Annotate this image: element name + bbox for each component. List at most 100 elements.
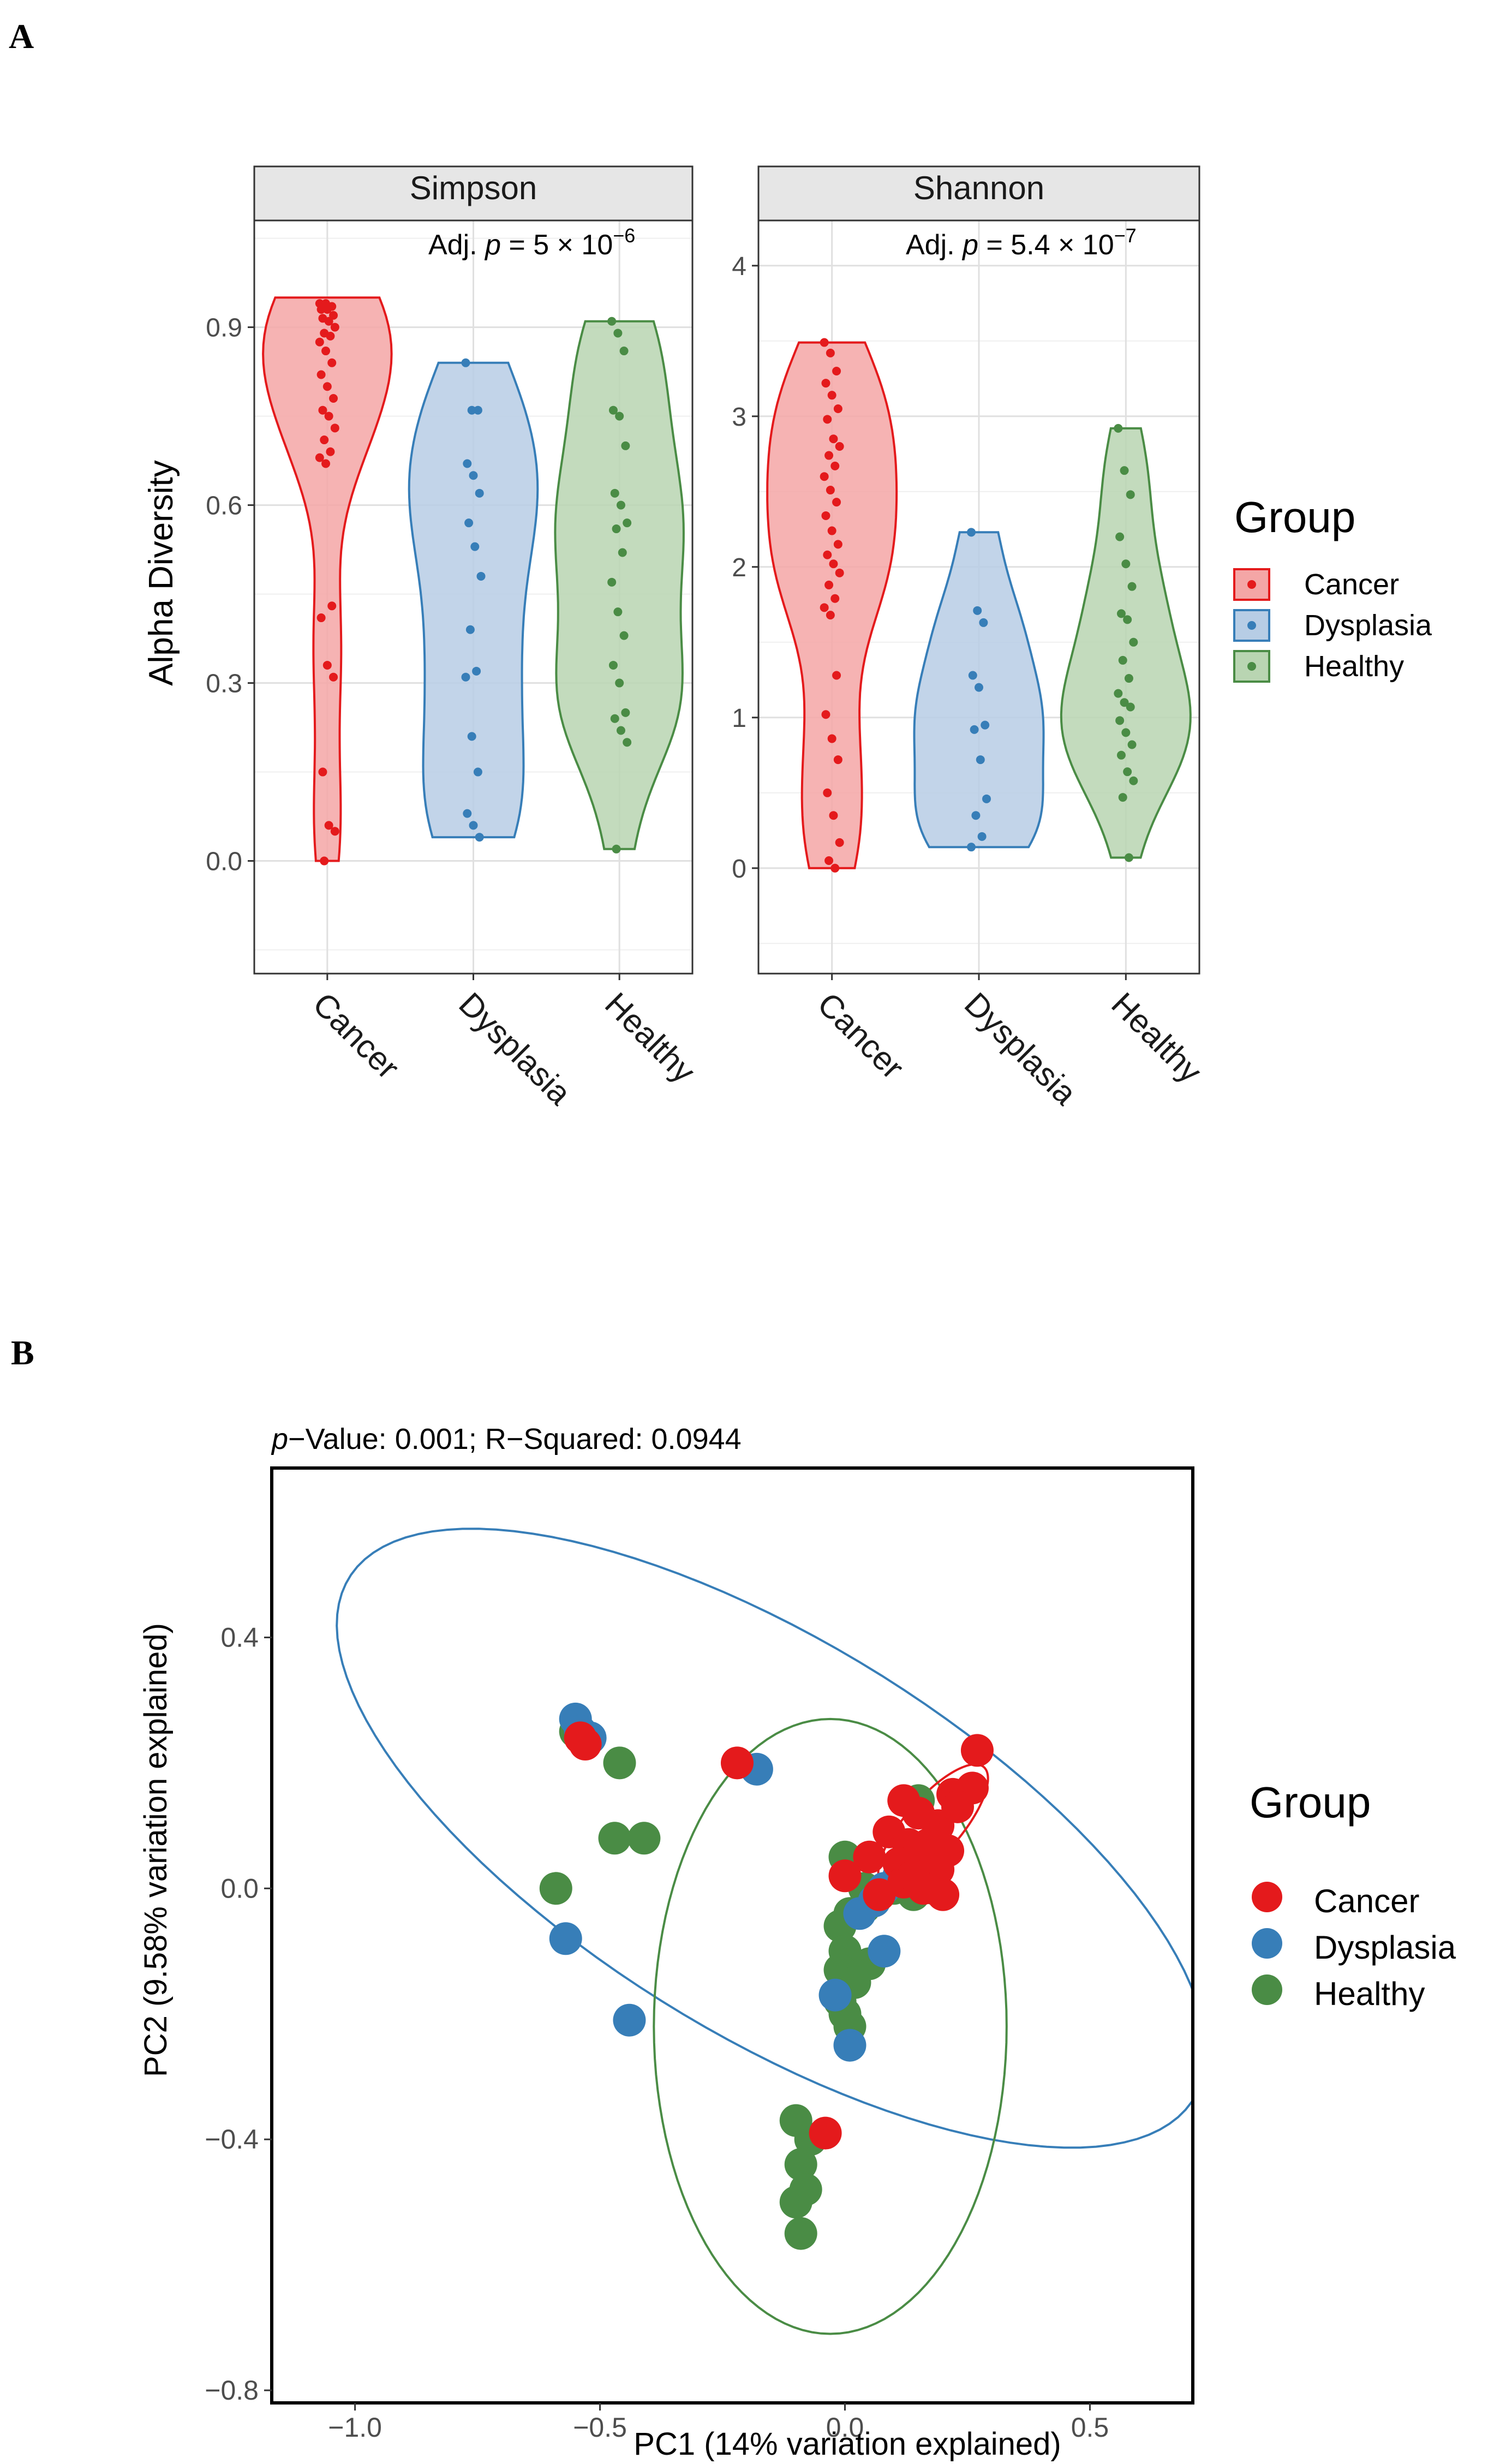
y-tick-label: 0.4 <box>220 1622 259 1652</box>
data-point-cancer <box>824 451 834 460</box>
x-tick-label: Cancer <box>810 986 911 1086</box>
data-point-dysplasia <box>976 755 985 765</box>
data-point-cancer <box>324 317 333 326</box>
data-point-cancer <box>835 838 844 847</box>
data-point-dysplasia <box>461 672 470 682</box>
y-tick-label: 0.9 <box>206 314 242 343</box>
data-point-cancer <box>829 434 838 444</box>
scatter-point-cancer <box>828 1859 862 1893</box>
data-point-cancer <box>316 613 326 623</box>
data-point-cancer <box>820 603 829 612</box>
data-point-healthy <box>613 329 623 338</box>
data-point-dysplasia <box>970 725 979 734</box>
data-point-dysplasia <box>968 671 977 680</box>
data-point-healthy <box>608 405 618 415</box>
panel-b-ylabel: PC2 (9.58% variation explained) <box>138 1623 174 2077</box>
data-point-healthy <box>615 411 624 421</box>
legend-key-healthy <box>1233 650 1270 683</box>
panel-b-xlabel: PC1 (14% variation explained) <box>634 2426 1061 2462</box>
simpson-facet: Simpson 0.0 0.3 0.6 0.9 Cancer Dysplasia Health… <box>206 165 702 1112</box>
data-point-cancer <box>321 347 331 356</box>
data-point-dysplasia <box>463 809 472 818</box>
data-point-healthy <box>618 548 627 557</box>
legend-dot-healthy <box>1247 662 1256 671</box>
data-point-dysplasia <box>977 832 987 841</box>
data-point-healthy <box>608 660 618 670</box>
data-point-healthy <box>610 488 619 498</box>
data-point-cancer <box>823 550 832 559</box>
data-point-cancer <box>329 311 338 320</box>
annotation-prefix: Adj. <box>428 229 485 261</box>
violin-cancer <box>262 296 393 862</box>
data-point-cancer <box>326 331 335 341</box>
y-tick-label: −0.8 <box>205 2375 259 2406</box>
data-point-healthy <box>1129 637 1138 647</box>
violin-cancer <box>766 341 898 869</box>
scatter-point-cancer <box>809 2116 842 2150</box>
facet-strip <box>757 165 1200 222</box>
data-point-cancer <box>830 863 840 873</box>
data-point-dysplasia <box>476 571 486 581</box>
data-point-cancer <box>329 393 338 403</box>
x-tick-label: Healthy <box>598 986 702 1090</box>
y-tick-label: 0.0 <box>206 848 242 876</box>
data-point-cancer <box>329 672 338 682</box>
data-point-cancer <box>821 511 830 520</box>
data-point-cancer <box>316 305 326 314</box>
data-point-healthy <box>612 524 621 534</box>
data-point-cancer <box>327 601 337 611</box>
data-point-dysplasia <box>461 358 470 367</box>
x-tick-label: Dysplasia <box>958 986 1084 1112</box>
scatter-point-cancer <box>720 1746 754 1780</box>
annotation-exponent: −7 <box>1114 224 1137 247</box>
scatter-point-healthy <box>628 1822 661 1855</box>
data-point-dysplasia <box>475 488 484 498</box>
scatter-point-healthy <box>539 1872 572 1905</box>
data-point-cancer <box>832 498 841 507</box>
panel-a-ylabel: Alpha Diversity <box>142 460 180 685</box>
data-point-cancer <box>821 710 830 719</box>
data-point-healthy <box>615 678 624 688</box>
legend-label-healthy: Healthy <box>1304 650 1404 683</box>
legend-label-dysplasia: Dysplasia <box>1314 1929 1456 1966</box>
data-point-healthy <box>1121 559 1131 569</box>
plot-border <box>270 1466 1194 2405</box>
y-tick-label: −0.4 <box>205 2124 259 2155</box>
data-point-dysplasia <box>469 471 478 480</box>
y-tick-label: 0.0 <box>220 1873 259 1904</box>
data-point-cancer <box>833 755 842 765</box>
data-point-healthy <box>1116 609 1126 618</box>
data-point-cancer <box>315 337 324 347</box>
data-point-healthy <box>1126 702 1135 712</box>
data-point-healthy <box>1124 853 1133 862</box>
panel-a-letter: A <box>9 17 34 56</box>
legend-title: Group <box>1234 493 1355 541</box>
legend-dot-dysplasia <box>1247 621 1256 630</box>
scatter-point-dysplasia <box>613 2003 646 2037</box>
data-point-healthy <box>1116 750 1126 760</box>
data-point-cancer <box>830 594 840 603</box>
x-tick-label: −1.0 <box>328 2412 382 2443</box>
data-point-healthy <box>621 708 630 717</box>
scatter-point-cancer <box>569 1727 602 1761</box>
scatter-point-cancer <box>941 1790 975 1823</box>
data-point-cancer <box>827 526 836 535</box>
x-tick-label: Healthy <box>1104 986 1209 1090</box>
dysplasia-ellipse <box>336 1528 1193 2149</box>
data-point-cancer <box>835 442 844 451</box>
data-point-dysplasia <box>475 833 484 842</box>
data-point-healthy <box>612 844 621 854</box>
data-point-healthy <box>1124 674 1133 683</box>
data-point-dysplasia <box>463 459 472 468</box>
data-point-healthy <box>1129 776 1138 785</box>
scatter-point-cancer <box>927 1878 960 1911</box>
data-point-dysplasia <box>971 811 981 820</box>
y-tick-label: 4 <box>732 252 746 281</box>
data-point-healthy <box>1123 615 1132 624</box>
data-point-dysplasia <box>979 618 988 627</box>
legend-dot-healthy <box>1252 1974 1282 2005</box>
data-point-cancer <box>315 453 324 462</box>
data-point-dysplasia <box>473 767 482 777</box>
